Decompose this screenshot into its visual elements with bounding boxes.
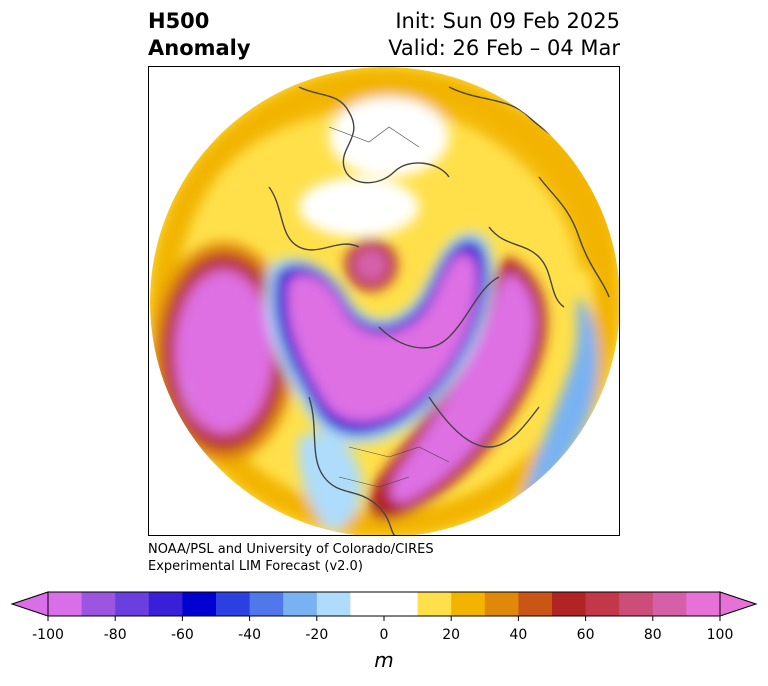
colorbar-tick-label: -60 [170,627,194,643]
colorbar-tick-label: -100 [32,627,64,643]
border-line [328,126,420,148]
colorbar-cell [619,592,654,616]
anomaly-map [150,67,619,535]
colorbar-tick-label: 0 [379,627,389,643]
credit-line-2: Experimental LIM Forecast (v2.0) [148,559,363,574]
colorbar-cell [350,592,385,616]
credit-text: NOAA/PSL and University of Colorado/CIRE… [148,541,434,575]
border-line [338,476,410,488]
colorbar-cell [417,592,452,616]
colorbar-tick-label: -40 [238,627,262,643]
positive-band-north [159,72,619,287]
title-left: H500 Anomaly [148,8,251,62]
colorbar-cell [182,592,217,616]
colorbar-cell [686,592,721,616]
colorbar-cell [216,592,251,616]
west-positive-max [176,272,272,432]
arctic-positive-max [353,247,389,283]
colorbar-left-extend [10,591,49,617]
colorbar-tick-label: -80 [103,627,127,643]
colorbar-tick-label: 80 [643,627,662,643]
coast-greenland [488,226,565,308]
neutral-area-arctic [329,97,449,177]
colorbar-cell [283,592,318,616]
colorbar-cell [81,592,116,616]
neutral-area-central [299,177,419,237]
colorbar-cell [518,592,553,616]
colorbar-units: m [374,648,394,672]
colorbar-cell [585,592,620,616]
colorbar [10,591,758,621]
border-line [348,446,450,463]
colorbar-cell [384,592,419,616]
coast-arctic-canada [378,276,500,349]
east-positive-max [390,272,536,503]
colorbar-tick-label: 60 [576,627,595,643]
colorbar-cells [48,592,721,616]
colorbar-cell [451,592,486,616]
colorbar-cell [316,592,351,616]
atlantic-negative-patch [519,297,598,517]
coast-north-america-east [428,396,540,448]
colorbar-tick-label: 100 [706,627,734,643]
colorbar-cell [48,592,83,616]
valid-date: Valid: 26 Feb – 04 Mar [388,36,620,60]
colorbar-tick-label: 20 [442,627,461,643]
map-panel [148,66,620,536]
negative-trough-max [286,252,478,423]
title-right: Init: Sun 09 Feb 2025 Valid: 26 Feb – 04… [388,8,620,62]
coast-europe [538,176,610,298]
title-field: Anomaly [148,36,251,60]
colorbar-cell [652,592,687,616]
title-variable: H500 [148,9,210,33]
colorbar-right-extend [719,591,758,617]
colorbar-cell [148,592,183,616]
credit-line-1: NOAA/PSL and University of Colorado/CIRE… [148,542,434,557]
colorbar-cell [484,592,519,616]
colorbar-ticks [47,616,721,621]
coast-eurasia-north [298,86,450,184]
coast-north-america-west [308,396,400,535]
colorbar-cell [552,592,587,616]
colorbar-cell [115,592,150,616]
init-date: Init: Sun 09 Feb 2025 [395,9,620,33]
colorbar-tick-label: 40 [509,627,528,643]
colorbar-tick-label: -20 [305,627,329,643]
coast-asia-pacific [268,186,360,251]
colorbar-cell [249,592,284,616]
